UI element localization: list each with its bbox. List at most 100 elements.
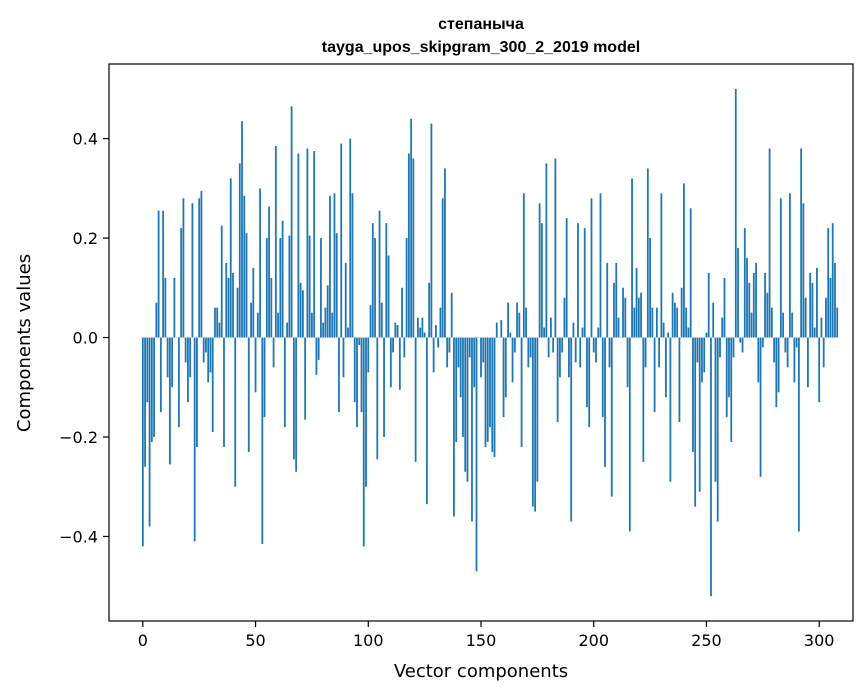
bar: [403, 337, 406, 358]
bar: [177, 337, 180, 428]
bar: [779, 198, 782, 338]
bar: [157, 210, 160, 338]
bar: [259, 188, 261, 338]
y-tick-label: −0.2: [59, 428, 98, 447]
bar: [590, 198, 593, 338]
bar: [737, 248, 739, 338]
bar: [466, 337, 469, 482]
bar: [601, 337, 604, 418]
bar: [387, 255, 390, 338]
bar: [353, 337, 356, 403]
bar: [757, 337, 760, 383]
bar: [360, 337, 363, 413]
bar: [196, 337, 198, 447]
bar: [705, 332, 708, 338]
bar: [144, 337, 146, 467]
bar: [608, 337, 611, 368]
bar: [563, 297, 566, 338]
bar: [317, 337, 320, 360]
bar: [432, 337, 435, 373]
bar: [462, 337, 464, 437]
bar: [205, 337, 207, 353]
bar: [261, 337, 264, 544]
bar: [349, 138, 352, 338]
bar: [676, 307, 679, 338]
bar: [351, 193, 354, 338]
bar: [813, 327, 816, 338]
bar: [202, 337, 205, 363]
bar: [220, 225, 223, 338]
bar: [588, 337, 591, 428]
bar: [292, 337, 295, 460]
x-tick-label: 200: [578, 631, 609, 650]
bar: [570, 337, 573, 522]
bar: [797, 337, 800, 532]
bar: [752, 272, 755, 338]
bar: [606, 262, 609, 338]
bar: [739, 337, 742, 343]
x-tick-label: 250: [691, 631, 722, 650]
bar: [831, 223, 834, 338]
bar: [414, 337, 417, 462]
bar: [545, 163, 548, 338]
x-tick-label: 50: [245, 631, 265, 650]
y-tick-label: −0.4: [59, 527, 98, 546]
bar: [714, 337, 717, 482]
chart-title-line-1: степаныча: [438, 16, 524, 33]
bar: [173, 277, 176, 338]
bar: [371, 223, 374, 338]
bar: [416, 317, 419, 338]
bar: [236, 287, 239, 338]
bar: [586, 337, 588, 408]
bar: [439, 307, 442, 338]
bar: [189, 337, 192, 378]
bar: [613, 282, 615, 338]
bar: [398, 337, 401, 390]
bar: [633, 307, 636, 338]
bar: [326, 285, 329, 338]
bar: [344, 262, 347, 338]
bar: [265, 238, 268, 338]
bar: [784, 337, 787, 353]
bar: [277, 312, 279, 338]
bar: [211, 337, 214, 433]
bar: [457, 337, 460, 368]
bar: [385, 223, 388, 338]
bar: [141, 337, 144, 547]
bar: [435, 325, 437, 338]
x-tick-label: 300: [804, 631, 835, 650]
bar: [191, 203, 194, 338]
bar: [493, 337, 496, 457]
bar: [329, 195, 331, 338]
bar: [428, 282, 431, 338]
bar: [624, 297, 627, 338]
bar: [615, 262, 618, 338]
bar: [579, 337, 582, 368]
bar: [378, 210, 381, 338]
bar: [631, 178, 633, 338]
bar: [687, 327, 690, 338]
bar: [313, 151, 316, 338]
bar: [710, 337, 712, 597]
bar: [410, 118, 413, 338]
bar: [315, 337, 318, 375]
bar: [556, 337, 559, 423]
bar: [741, 337, 744, 353]
bar: [209, 337, 212, 373]
bar: [719, 337, 721, 358]
bar: [820, 317, 823, 338]
y-axis-ticks: −0.4 −0.2 0.0 0.2 0.4: [59, 130, 109, 546]
bar: [320, 238, 322, 338]
bar: [484, 337, 487, 447]
bar: [369, 305, 372, 338]
bar: [811, 282, 814, 338]
bar: [698, 337, 701, 492]
bar: [322, 322, 325, 338]
bar: [198, 198, 201, 338]
bar: [301, 290, 304, 338]
bar: [671, 292, 674, 338]
bar: [252, 267, 255, 338]
bar: [802, 203, 805, 338]
bar: [626, 337, 629, 388]
bar: [748, 282, 751, 338]
